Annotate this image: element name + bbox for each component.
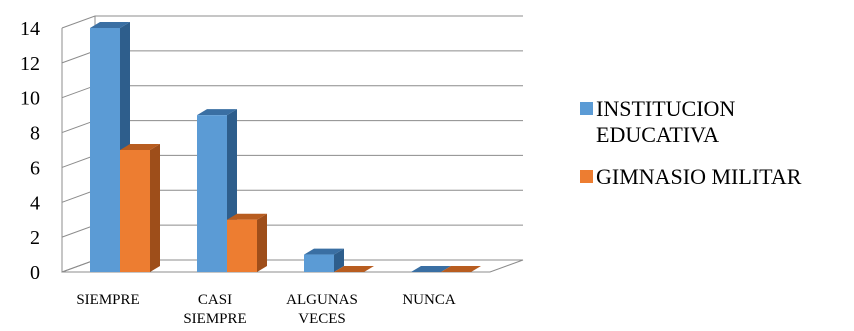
legend-item-institucion: INSTITUCION EDUCATIVA <box>580 96 850 148</box>
y-tick-label: 4 <box>30 192 40 214</box>
x-category-line: CASI <box>198 292 232 308</box>
x-category-line: ALGUNAS <box>286 292 358 308</box>
bar-front <box>120 150 150 272</box>
y-tick-label: 6 <box>30 157 40 179</box>
gridline <box>62 86 523 98</box>
bar-front <box>304 255 334 272</box>
y-tick-label: 10 <box>20 88 40 110</box>
gridline <box>62 51 523 63</box>
x-category-label: ALGUNAS VECES <box>286 292 358 327</box>
x-category-label: SIEMPRE <box>76 292 139 308</box>
bar <box>120 144 160 272</box>
x-axis-categories: SIEMPRE CASI SIEMPRE ALGUNAS VECES NUNCA <box>76 292 456 327</box>
bar <box>304 249 344 272</box>
x-category-line: VECES <box>298 311 346 327</box>
x-category-line: SIEMPRE <box>76 292 139 308</box>
chart-bars <box>90 22 481 272</box>
legend-item-gimnasio: GIMNASIO MILITAR <box>580 164 850 190</box>
y-tick-label: 12 <box>20 53 40 75</box>
legend-label-institucion: INSTITUCION EDUCATIVA <box>596 96 735 148</box>
chart-legend: INSTITUCION EDUCATIVA GIMNASIO MILITAR <box>580 96 850 206</box>
bar-side <box>257 214 267 272</box>
x-category-line: NUNCA <box>402 292 456 308</box>
legend-swatch-institucion <box>580 102 593 115</box>
y-tick-label: 8 <box>30 123 40 145</box>
x-category-label: NUNCA <box>402 292 456 308</box>
legend-label-gimnasio: GIMNASIO MILITAR <box>596 164 801 190</box>
gridline <box>62 121 523 133</box>
y-tick-label: 2 <box>30 227 40 249</box>
gridline <box>62 16 523 28</box>
bar-front <box>197 115 227 272</box>
bar <box>227 214 267 272</box>
bar-front <box>227 220 257 272</box>
x-category-line: SIEMPRE <box>183 311 246 327</box>
y-tick-label: 0 <box>30 262 40 284</box>
x-category-label: CASI SIEMPRE <box>183 292 246 327</box>
legend-swatch-gimnasio <box>580 170 593 183</box>
y-tick-label: 14 <box>20 18 40 40</box>
y-axis-ticks: 0 2 4 6 8 10 12 14 <box>20 18 40 284</box>
bar-front <box>90 28 120 272</box>
bar-side <box>150 144 160 272</box>
